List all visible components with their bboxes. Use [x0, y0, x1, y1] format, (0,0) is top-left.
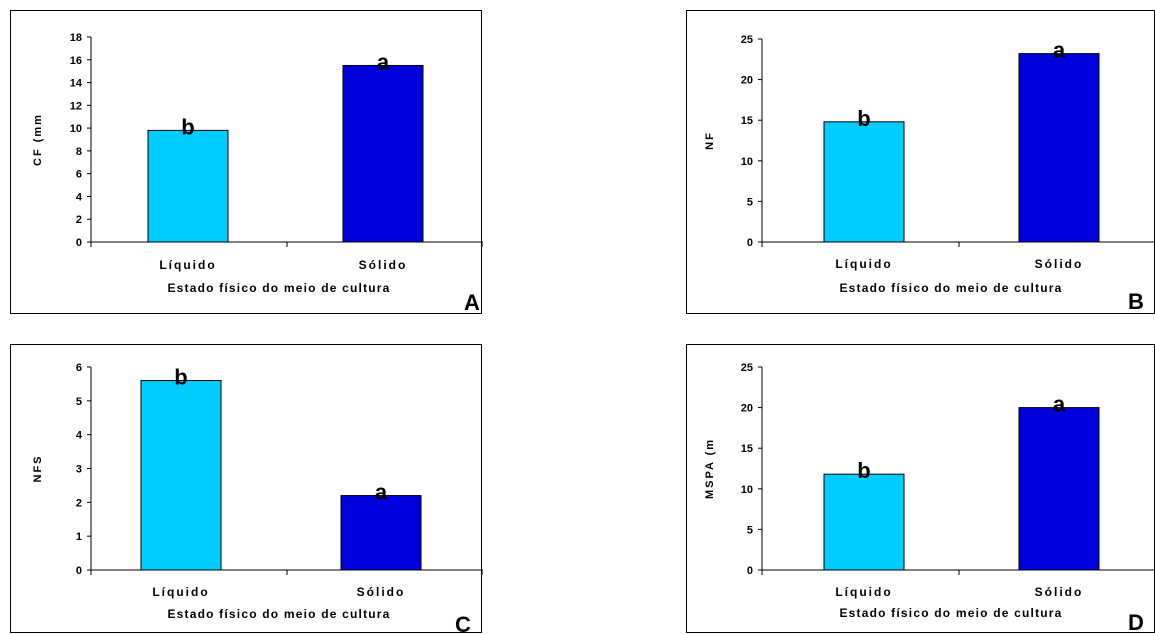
y-tick-label: 15: [741, 115, 753, 127]
y-tick-label: 0: [747, 237, 753, 249]
y-axis-title: MSPA (m: [704, 438, 716, 499]
category-label: Líquido: [835, 257, 892, 271]
category-label: Sólido: [1035, 257, 1084, 271]
chart-svg-d: 0 5 10 15 20 25 b Líquido a Sólido Estado físico d…: [704, 362, 1155, 634]
significance-letter: a: [1053, 38, 1066, 63]
y-tick-label: 15: [741, 443, 753, 455]
y-axis-title: CF (mm: [32, 113, 44, 166]
chart-panel-d: 0 5 10 15 20 25 b Líquido a Sólido Estado físico d…: [686, 344, 1155, 634]
category-label: Líquido: [835, 585, 892, 599]
bar-solido: [340, 495, 422, 571]
bar-liquido: [140, 380, 222, 571]
chart-svg-a: 0 2 4 6 8 10 12 14 16 18 b Líquido a Sólido Estado fís…: [32, 32, 483, 315]
y-tick-label: 6: [76, 362, 82, 374]
y-tick-label: 2: [76, 497, 82, 509]
y-tick-label: 25: [741, 362, 753, 374]
y-tick-label: 10: [70, 123, 82, 135]
panel-label-c: C: [455, 612, 471, 634]
category-label: Sólido: [359, 258, 408, 272]
y-tick-label: 4: [76, 430, 83, 442]
bar-liquido: [823, 473, 905, 571]
category-label: Sólido: [357, 585, 406, 599]
significance-letter: b: [181, 114, 194, 139]
category-label: Sólido: [1035, 585, 1084, 599]
significance-letter: a: [377, 49, 390, 74]
y-tick-label: 5: [76, 396, 82, 408]
y-tick-label: 14: [70, 78, 83, 90]
y-tick-label: 25: [741, 34, 753, 46]
y-tick-label: 4: [76, 191, 83, 203]
y-tick-label: 10: [741, 156, 753, 168]
y-tick-label: 18: [70, 32, 82, 44]
panel-label-a: A: [464, 290, 480, 315]
y-tick-label: 5: [747, 196, 753, 208]
bar-liquido: [823, 121, 905, 243]
x-axis-title: Estado físico do meio de cultura: [167, 607, 390, 621]
y-tick-label: 20: [741, 403, 753, 415]
chart-panel-c: 0 1 2 3 4 5 6 b Líquido a Sólido Estado físico do m…: [10, 344, 483, 634]
bar-solido: [1018, 407, 1100, 571]
y-tick-label: 3: [76, 464, 82, 476]
significance-letter: b: [857, 458, 870, 483]
panel-label-b: B: [1128, 289, 1144, 314]
significance-letter: a: [1053, 392, 1066, 417]
category-label: Líquido: [152, 585, 209, 599]
bar-solido: [1018, 53, 1100, 243]
chart-svg-b: 0 5 10 15 20 25 b Líquido a Sólido Estado físico d…: [704, 34, 1155, 314]
y-tick-label: 2: [76, 214, 82, 226]
y-tick-label: 0: [747, 565, 753, 577]
y-tick-label: 6: [76, 169, 82, 181]
y-tick-label: 8: [76, 146, 82, 158]
y-tick-label: 12: [70, 100, 82, 112]
x-axis-title: Estado físico do meio de cultura: [839, 606, 1062, 620]
y-tick-label: 1: [76, 531, 82, 543]
chart-panel-a: 0 2 4 6 8 10 12 14 16 18 b Líquido a Sólido Estado fís…: [10, 10, 483, 315]
y-tick-label: 5: [747, 524, 753, 536]
y-tick-label: 16: [70, 55, 82, 67]
y-tick-label: 20: [741, 75, 753, 87]
category-label: Líquido: [159, 258, 216, 272]
bar-liquido: [147, 129, 229, 243]
y-axis-title: NF: [704, 131, 716, 150]
significance-letter: b: [174, 365, 187, 390]
y-axis-title: NFS: [32, 455, 44, 483]
chart-svg-c: 0 1 2 3 4 5 6 b Líquido a Sólido Estado físico do m…: [32, 362, 483, 634]
chart-panel-b: 0 5 10 15 20 25 b Líquido a Sólido Estado físico d…: [686, 10, 1155, 314]
y-tick-label: 0: [76, 565, 82, 577]
significance-letter: a: [375, 480, 388, 505]
y-tick-label: 0: [76, 237, 82, 249]
y-tick-label: 10: [741, 484, 753, 496]
x-axis-title: Estado físico do meio de cultura: [167, 281, 390, 295]
x-axis-title: Estado físico do meio de cultura: [839, 281, 1062, 295]
bar-solido: [342, 64, 424, 243]
significance-letter: b: [857, 106, 870, 131]
panel-label-d: D: [1128, 610, 1144, 634]
